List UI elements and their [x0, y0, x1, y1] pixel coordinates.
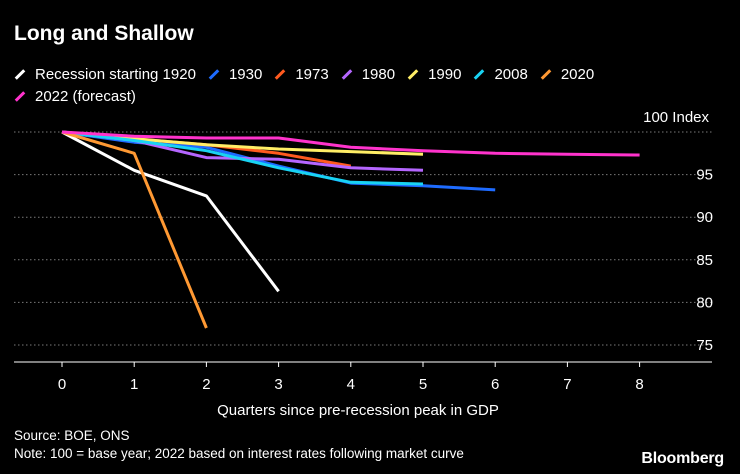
x-tick-8: 8 [635, 376, 643, 393]
legend-item-1930: 1930 [208, 64, 262, 85]
legend-label: 2020 [560, 66, 595, 83]
footnote: Note: 100 = base year; 2022 based on int… [14, 446, 464, 461]
x-tick-3: 3 [274, 376, 282, 393]
legend-item-2008: 2008 [473, 64, 528, 85]
series-line-recession-starting-1920 [61, 130, 280, 293]
x-tick-4: 4 [347, 376, 355, 393]
x-tick-5: 5 [419, 376, 427, 393]
legend-label: 2008 [494, 66, 528, 83]
series-line-2022-forecast [61, 130, 640, 157]
x-tick-7: 7 [563, 376, 571, 393]
x-tick-2: 2 [202, 376, 210, 393]
y-tick-80: 80 [696, 294, 713, 311]
bloomberg-logo: Bloomberg [641, 450, 724, 467]
legend-label: 1980 [361, 66, 396, 83]
x-tick-1: 1 [130, 376, 138, 393]
series-line-2008 [61, 130, 424, 186]
y-tick-95: 95 [696, 167, 713, 184]
legend-label: 2022 (forecast) [35, 88, 136, 105]
legend-label: Recession starting 1920 [35, 66, 196, 83]
legend-item-1980: 1980 [341, 64, 395, 85]
series-line-1930 [61, 130, 496, 192]
y-tick-90: 90 [696, 209, 713, 226]
y-unit-label: 100 Index [643, 109, 709, 126]
x-tick-6: 6 [491, 376, 499, 393]
legend-item-2022-forecast: 2022 (forecast) [14, 86, 136, 107]
legend-item-2020: 2020 [540, 64, 594, 85]
y-tick-85: 85 [696, 252, 713, 269]
y-tick-75: 75 [696, 337, 713, 354]
legend-label: 1973 [295, 66, 329, 83]
legend: Recession starting 1920 1930 1973 1980 1990 2… [14, 63, 714, 107]
series-line-2020 [61, 130, 208, 329]
x-tick-0: 0 [58, 376, 66, 393]
legend-item-recession-starting-1920: Recession starting 1920 [14, 64, 196, 85]
source-note: Source: BOE, ONS [14, 428, 130, 443]
legend-item-1973: 1973 [274, 64, 329, 85]
legend-item-1990: 1990 [407, 64, 461, 85]
x-axis-label: Quarters since pre-recession peak in GDP [217, 402, 499, 419]
chart-title: Long and Shallow [14, 22, 194, 45]
legend-label: 1990 [428, 66, 462, 83]
legend-label: 1930 [228, 66, 263, 83]
